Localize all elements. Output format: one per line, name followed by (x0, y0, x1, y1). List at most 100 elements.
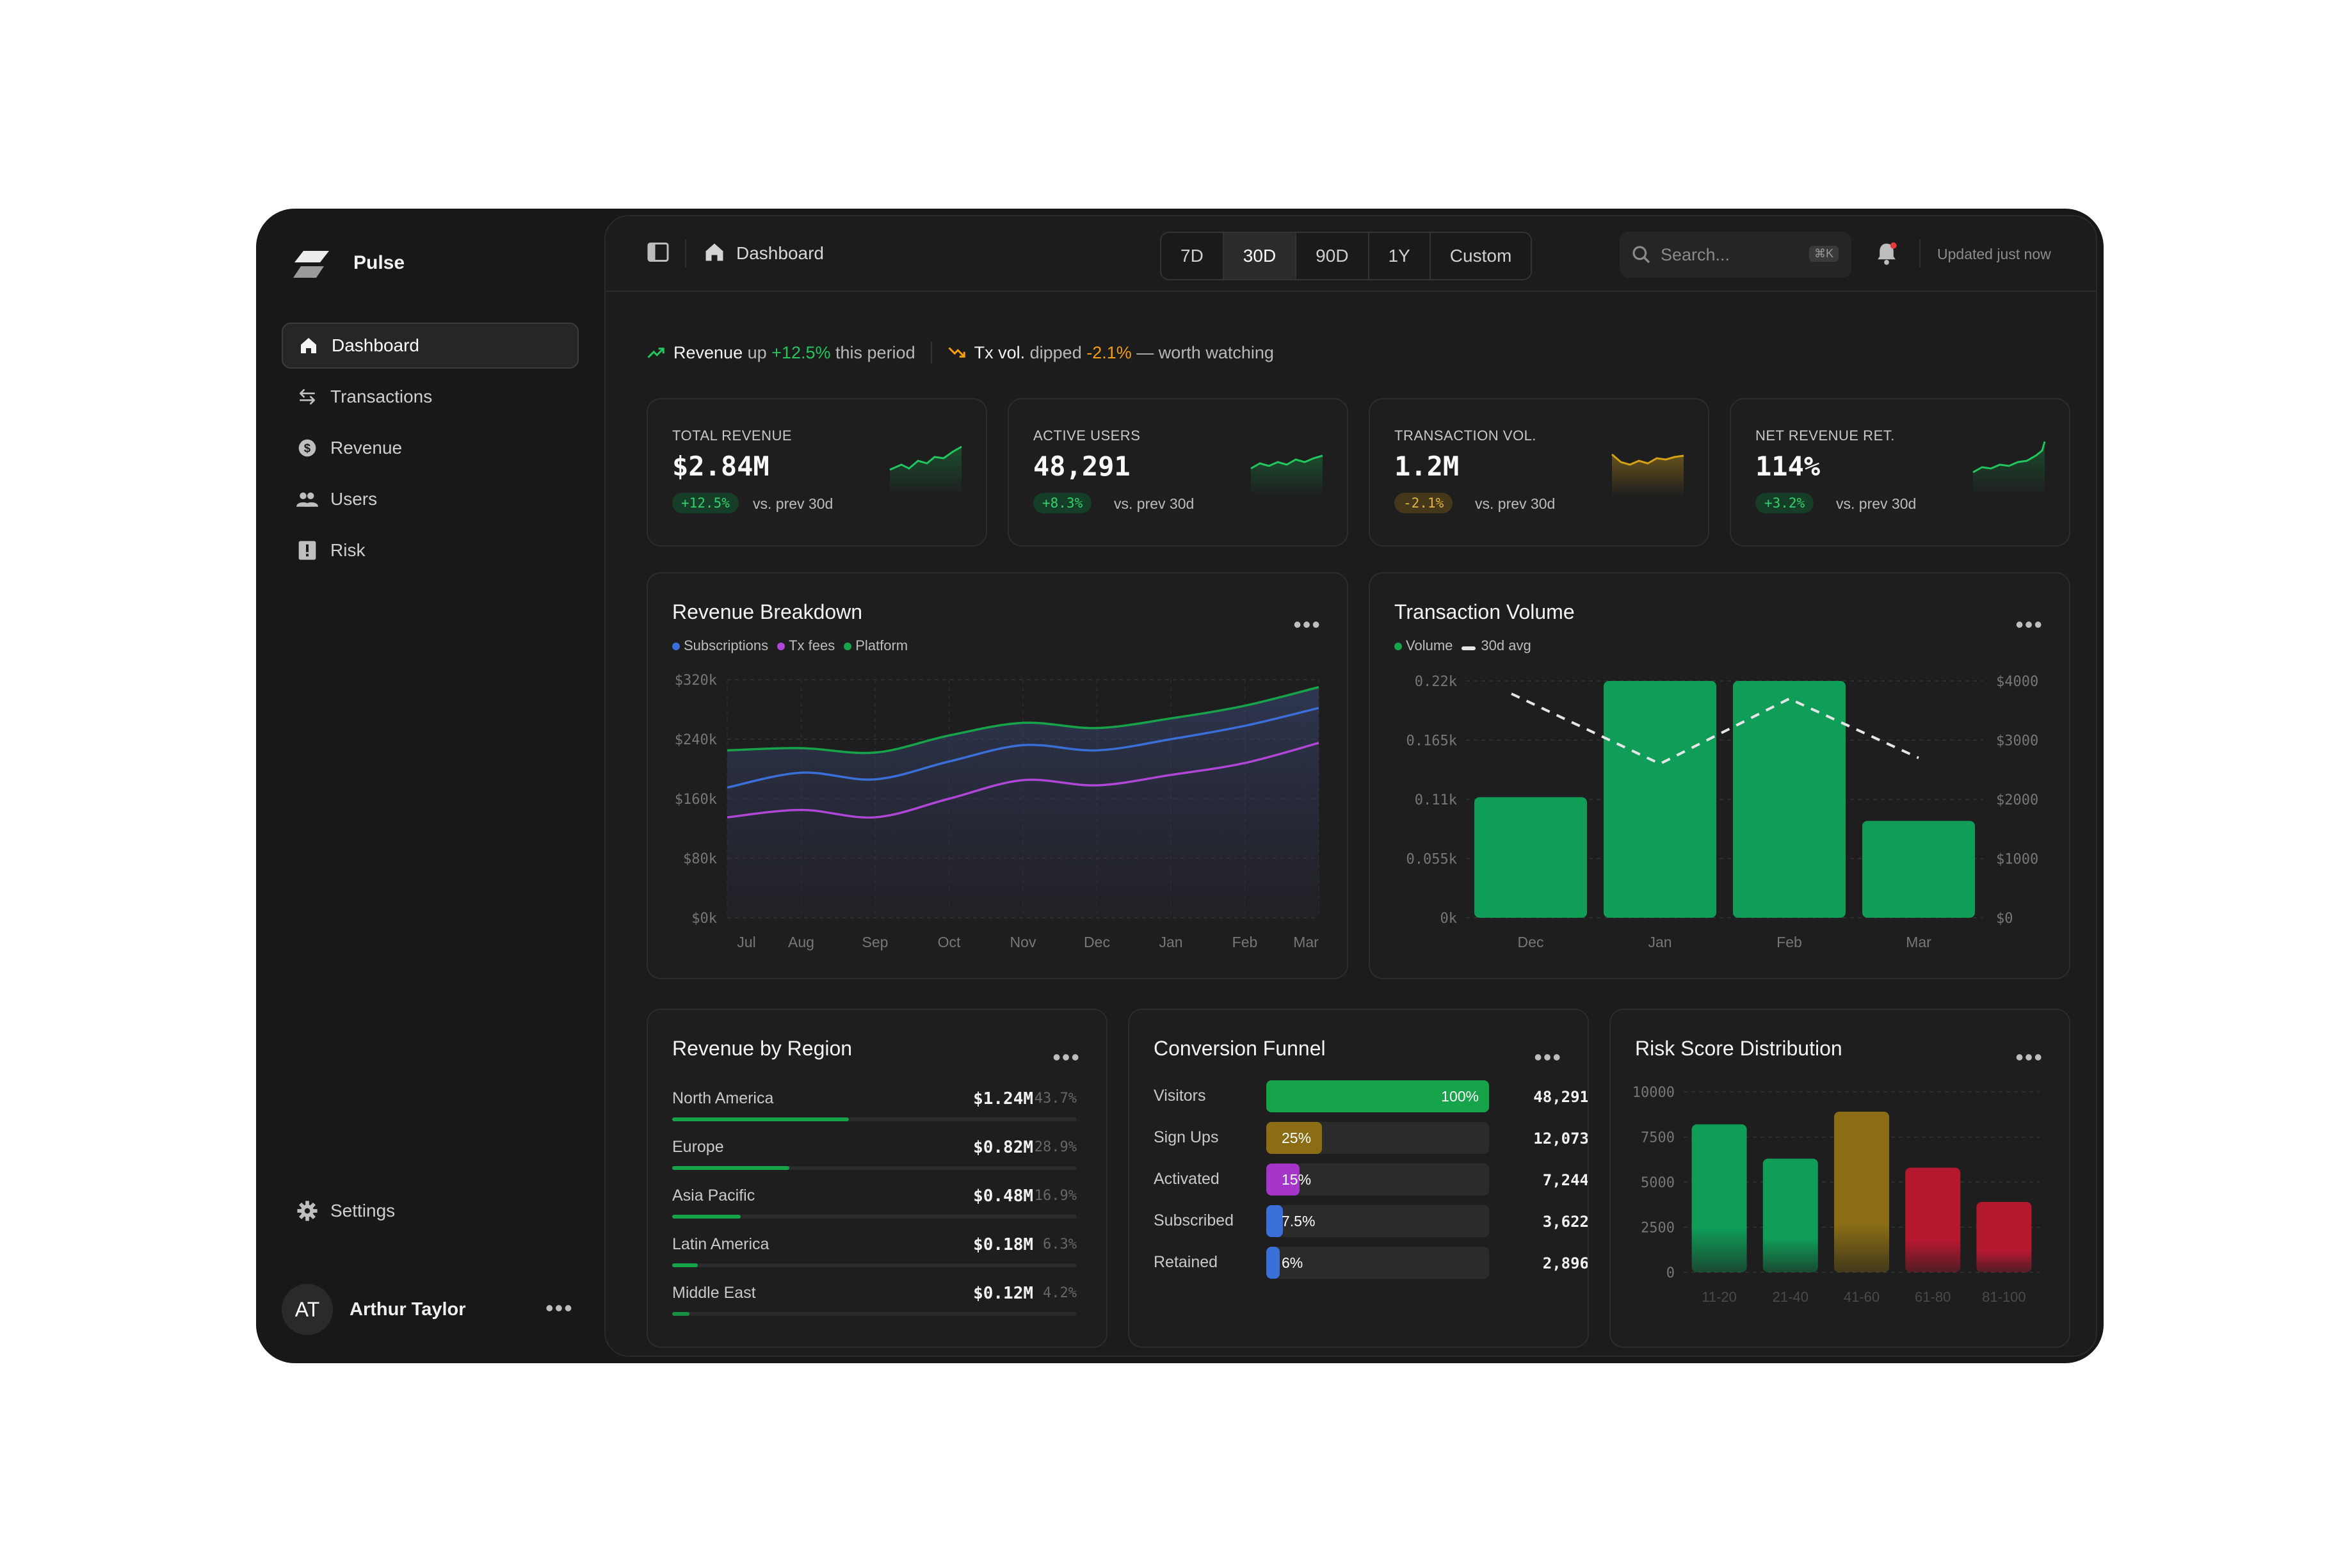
y-tick-label: 0.055k (1406, 852, 1457, 868)
legend-item[interactable]: 30d avg (1462, 637, 1531, 654)
funnel-bar-fill (1266, 1205, 1284, 1237)
kpi-card-active-users[interactable]: ACTIVE USERS 48,291 +8.3% vs. prev 30d (1008, 398, 1348, 547)
bar-jan[interactable] (1604, 681, 1716, 918)
chart-legend: Volume 30d avg (1394, 637, 1531, 654)
funnel-stage: Retained (1154, 1253, 1218, 1271)
insight-revenue: Revenue up +12.5% this period (673, 342, 915, 362)
pulse-logo-icon (293, 251, 329, 278)
funnel-pct: 100% (1441, 1088, 1479, 1105)
x-tick-label: Feb (1232, 934, 1258, 950)
range-90d[interactable]: 90D (1296, 233, 1369, 279)
funnel-stage: Sign Ups (1154, 1128, 1219, 1146)
sidebar-item-label: Users (330, 489, 378, 509)
funnel-row[interactable]: Subscribed 7.5% 3,622 (1154, 1205, 1588, 1238)
region-bar-fill (672, 1263, 698, 1267)
y2-tick-label: $0 (1996, 911, 2013, 927)
kpi-label: TOTAL REVENUE (672, 428, 793, 444)
funnel-pct: 15% (1282, 1171, 1312, 1188)
x-tick-label: 41-60 (1844, 1289, 1880, 1305)
y-tick-label: $240k (675, 732, 717, 748)
funnel-row[interactable]: Retained 6% 2,896 (1154, 1247, 1589, 1280)
more-menu-icon[interactable]: ••• (1052, 1044, 1081, 1070)
range-30d[interactable]: 30D (1223, 233, 1297, 279)
y2-tick-label: $1000 (1996, 852, 2038, 868)
kpi-card-net-revenue-ret[interactable]: NET REVENUE RET. 114% +3.2% vs. prev 30d (1730, 398, 2070, 547)
y-tick-label: 0k (1440, 911, 1458, 927)
risk-bar-21-40[interactable] (1762, 1158, 1818, 1272)
revenue-breakdown-chart: $320k $240k $160k $80k $0k Jul Aug Sep Oct Nov Dec… (675, 673, 1319, 950)
user-menu-icon[interactable]: ••• (545, 1295, 574, 1321)
range-7d[interactable]: 7D (1161, 233, 1224, 279)
region-bar-track (672, 1312, 1077, 1316)
range-1y[interactable]: 1Y (1369, 233, 1431, 279)
bell-icon[interactable] (1874, 241, 1899, 266)
funnel-bar-fill (1266, 1080, 1489, 1112)
funnel-count: 48,291 (1533, 1088, 1589, 1106)
y-tick-label: 2500 (1641, 1220, 1675, 1236)
risk-bar-61-80[interactable] (1905, 1167, 1961, 1272)
x-tick-label: 21-40 (1773, 1289, 1808, 1305)
legend-item[interactable]: Platform (844, 637, 908, 654)
more-menu-icon[interactable]: ••• (1534, 1044, 1562, 1070)
avg-line[interactable] (1511, 692, 1919, 765)
x-tick-label: Dec (1084, 934, 1110, 950)
kpi-card-transaction-vol[interactable]: TRANSACTION VOL. 1.2M -2.1% vs. prev 30d (1369, 398, 1709, 547)
insight-txvol: Tx vol. dipped -2.1% — worth watching (974, 342, 1274, 362)
bar-mar[interactable] (1862, 820, 1975, 918)
funnel-bar-fill (1266, 1247, 1280, 1279)
sidebar-item-label: Revenue (330, 438, 403, 458)
region-name: North America (672, 1089, 774, 1107)
arrows-icon (296, 385, 319, 408)
sidebar-item-revenue[interactable]: $ Revenue (282, 425, 579, 471)
funnel-row[interactable]: Visitors 100% 48,291 (1154, 1080, 1589, 1114)
range-custom[interactable]: Custom (1449, 246, 1512, 266)
region-row[interactable]: North America $1.24M 43.7% (672, 1089, 1077, 1138)
region-row[interactable]: Latin America $0.18M 6.3% (672, 1235, 1077, 1284)
sidebar-item-settings[interactable]: Settings (282, 1188, 579, 1234)
divider (930, 342, 932, 364)
region-row[interactable]: Europe $0.82M 28.9% (672, 1138, 1077, 1187)
sidebar-item-dashboard[interactable]: Dashboard (282, 323, 579, 369)
area-fill (727, 687, 1319, 918)
bar-dec[interactable] (1474, 797, 1587, 918)
sidebar-item-transactions[interactable]: Transactions (282, 374, 579, 420)
updated-status: Updated just now (1937, 246, 2051, 262)
bar-feb[interactable] (1733, 681, 1846, 918)
sidebar-item-users[interactable]: Users (282, 476, 579, 522)
x-tick-label: Feb (1776, 934, 1802, 950)
card-title: Transaction Volume (1394, 600, 1575, 623)
kpi-card-total-revenue[interactable]: TOTAL REVENUE $2.84M +12.5% vs. prev 30d (647, 398, 987, 547)
search-input[interactable]: Search... ⌘K (1620, 232, 1851, 278)
card-title: Revenue by Region (672, 1037, 853, 1060)
region-row[interactable]: Middle East $0.12M 4.2% (672, 1284, 1077, 1332)
user-profile[interactable]: AT Arthur Taylor (282, 1283, 579, 1336)
risk-bar-81-100[interactable] (1976, 1202, 2032, 1272)
region-pct: 6.3% (1043, 1236, 1077, 1252)
legend-item[interactable]: Tx fees (777, 637, 835, 654)
region-bar-fill (672, 1166, 789, 1170)
risk-bar-41-60[interactable] (1834, 1112, 1889, 1272)
sidebar-item-risk[interactable]: Risk (282, 527, 579, 573)
legend-item[interactable]: Volume (1394, 637, 1453, 654)
search-placeholder: Search... (1661, 244, 1730, 264)
sidebar-toggle-icon[interactable] (647, 241, 670, 264)
transaction-volume-card: Transaction Volume Volume 30d avg ••• 0.… (1369, 572, 2070, 979)
region-bar-track (672, 1117, 1077, 1121)
risk-bar-11-20[interactable] (1691, 1124, 1747, 1272)
series-line-subscriptions[interactable] (727, 742, 1319, 819)
region-row[interactable]: Asia Pacific $0.48M 16.9% (672, 1187, 1077, 1235)
series-line-platform[interactable] (727, 685, 1319, 755)
funnel-row[interactable]: Sign Ups 25% 12,073 (1154, 1122, 1588, 1155)
revenue-by-region-card: Revenue by Region ••• North America $1.24… (647, 1009, 1108, 1348)
x-tick-label: 61-80 (1915, 1289, 1951, 1305)
breadcrumb[interactable]: Dashboard (736, 243, 824, 263)
revenue-breakdown-card: Revenue Breakdown Subscriptions Tx fees … (647, 572, 1348, 979)
y-tick-label: 0.22k (1415, 674, 1457, 690)
legend-item[interactable]: Subscriptions (672, 637, 768, 654)
funnel-row[interactable]: Activated 15% 7,244 (1154, 1164, 1588, 1197)
region-bar-fill (672, 1215, 741, 1219)
series-line-tx-fees[interactable] (727, 707, 1319, 789)
main-panel: Dashboard 7D 30D 90D 1Y Custom Search...… (604, 215, 2097, 1357)
funnel-count: 2,896 (1542, 1254, 1589, 1272)
funnel-pct: 7.5% (1282, 1213, 1316, 1229)
